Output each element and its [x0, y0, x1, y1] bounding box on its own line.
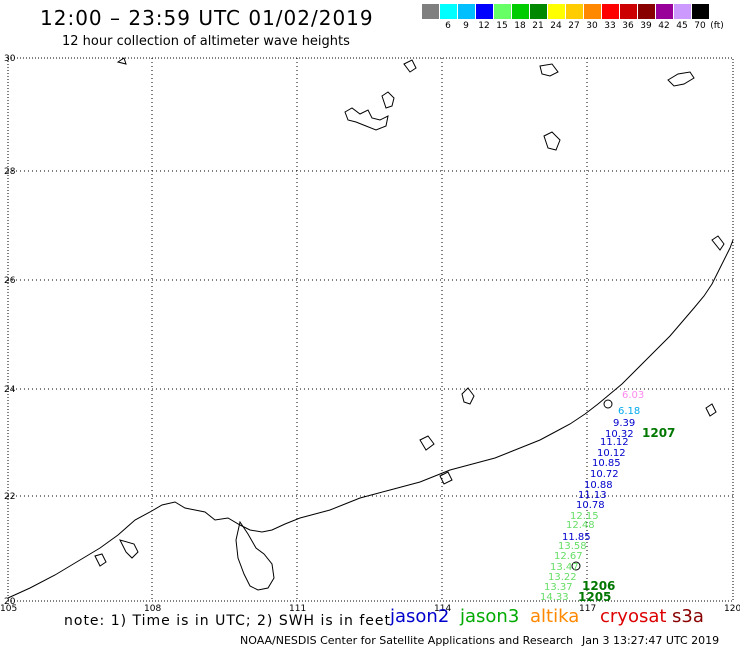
wave-height-track: 6.03 6.18 9.39 10.32 11.12 10.12 10.85 1… — [540, 390, 644, 603]
pass-time-label: 1207 — [642, 426, 675, 440]
scale-label: 42 — [658, 21, 670, 31]
lon-label: 108 — [144, 604, 161, 614]
mission-label: jason3 — [460, 606, 520, 627]
swh-label: 6.03 — [622, 390, 644, 401]
satellite-track-marker — [571, 399, 613, 571]
mission-label: jason2 — [390, 606, 450, 627]
scale-label: 45 — [676, 21, 688, 31]
scale-swatch — [458, 4, 476, 19]
scale-swatch — [494, 4, 512, 19]
color-scale-bar — [422, 4, 710, 19]
generated-timestamp: Jan 3 13:27:47 UTC 2019 — [582, 634, 720, 647]
lat-label: 28 — [4, 167, 16, 177]
scale-label: 30 — [586, 21, 598, 31]
scale-swatch — [674, 4, 692, 19]
scale-label: 9 — [463, 21, 469, 31]
swh-label: 10.88 — [584, 480, 613, 491]
scale-swatch — [566, 4, 584, 19]
swh-label: 13.22 — [548, 572, 577, 583]
scale-swatch — [620, 4, 638, 19]
scale-swatch — [638, 4, 656, 19]
longitude-labels: 105 108 111 114 117 120 — [0, 604, 740, 614]
pass-time-label: 1206 — [582, 579, 615, 593]
swh-label: 10.78 — [576, 500, 605, 511]
scale-swatch — [476, 4, 494, 19]
credit-text: NOAA/NESDIS Center for Satellite Applica… — [240, 634, 574, 647]
swh-label: 12.48 — [566, 520, 595, 531]
lon-label: 114 — [434, 604, 451, 614]
coastline — [7, 57, 734, 599]
swh-label: 10.85 — [592, 458, 621, 469]
scale-swatch — [440, 4, 458, 19]
lat-label: 22 — [4, 492, 15, 502]
scale-swatch — [584, 4, 602, 19]
swh-label: 10.72 — [590, 469, 619, 480]
swh-label: 6.18 — [618, 406, 640, 417]
swh-label: 10.12 — [597, 448, 626, 459]
scale-label: 39 — [640, 21, 652, 31]
lat-label: 26 — [4, 276, 16, 286]
scale-label: 15 — [496, 21, 508, 31]
lat-label: 20 — [4, 597, 16, 607]
lon-label: 105 — [0, 604, 17, 614]
lon-label: 120 — [724, 604, 740, 614]
swh-label: 13.37 — [544, 582, 573, 593]
scale-label: 12 — [478, 21, 490, 31]
scale-label: 27 — [568, 21, 580, 31]
swh-label: 12.67 — [554, 551, 583, 562]
scale-label: 6 — [445, 21, 451, 31]
lon-label: 117 — [579, 604, 596, 614]
swh-label: 11.13 — [578, 490, 607, 501]
scale-swatch — [548, 4, 566, 19]
mission-label: cryosat — [600, 606, 667, 627]
pass-time-label: 1205 — [578, 590, 611, 604]
map-frame — [7, 57, 734, 602]
scale-swatch — [656, 4, 674, 19]
lat-label: 30 — [4, 54, 16, 64]
pass-time-labels: 1207 1206 1205 — [578, 426, 675, 604]
swh-label: 13.58 — [558, 541, 587, 552]
scale-label: 36 — [622, 21, 634, 31]
swh-label: 9.39 — [613, 418, 635, 429]
scale-label: 24 — [550, 21, 562, 31]
scale-label: 21 — [532, 21, 544, 31]
latitude-labels: 30 28 26 24 22 20 — [4, 54, 16, 607]
swh-label: 13.47 — [550, 562, 579, 573]
page-title: 12:00 – 23:59 UTC 01/02/2019 — [40, 6, 374, 30]
swh-label: 11.12 — [600, 437, 629, 448]
scale-label: 18 — [514, 21, 526, 31]
mission-label: s3a — [672, 606, 704, 627]
scale-swatch — [602, 4, 620, 19]
swh-label: 11.85 — [562, 532, 591, 543]
lon-label: 111 — [289, 604, 306, 614]
scale-label: 33 — [604, 21, 616, 31]
scale-swatch — [422, 4, 440, 19]
scale-label: 70 — [694, 21, 706, 31]
scale-swatch — [512, 4, 530, 19]
page-subtitle: 12 hour collection of altimeter wave hei… — [62, 34, 350, 49]
lat-label: 24 — [4, 385, 16, 395]
footer-note: note: 1) Time is in UTC; 2) SWH is in fe… — [64, 613, 392, 629]
scale-swatch — [692, 4, 710, 19]
graticule — [8, 58, 733, 601]
swh-label: 14.33 — [540, 592, 569, 603]
mission-label: altika — [530, 606, 580, 627]
scale-swatch — [530, 4, 548, 19]
swh-label: 12.15 — [570, 511, 599, 522]
swh-label: 10.32 — [605, 429, 634, 440]
scale-unit: (ft) — [710, 21, 724, 31]
